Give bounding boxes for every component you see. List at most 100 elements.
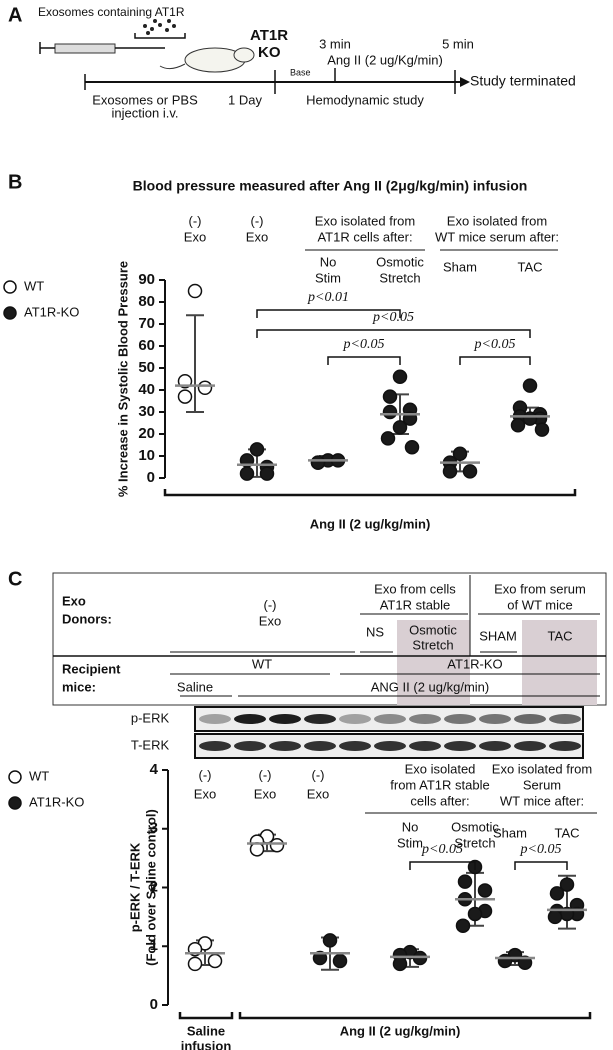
data-point	[510, 417, 526, 433]
bracket	[327, 356, 401, 365]
data-point	[392, 956, 408, 972]
data-point	[187, 283, 203, 299]
group-header: Exo isolated from	[492, 761, 592, 776]
blot-label: T-ERK	[131, 737, 170, 752]
group-header: Exo isolated from	[447, 213, 547, 228]
y-tick-label: 20	[138, 425, 155, 442]
band	[374, 741, 406, 751]
base-label: Base	[290, 67, 311, 77]
x-category-label: TAC	[517, 259, 542, 274]
x-category-label: (-)	[259, 767, 272, 782]
cell: NS	[366, 624, 384, 639]
data-point	[249, 842, 265, 857]
cell: Stretch	[412, 637, 453, 652]
legend-marker	[3, 306, 17, 320]
cell: Saline	[177, 679, 213, 694]
data-point	[442, 464, 458, 479]
x-category-label: Sham	[443, 259, 477, 274]
y-tick-label: 70	[138, 315, 155, 332]
legend-label: AT1R-KO	[24, 304, 79, 319]
cell: WT	[252, 656, 272, 671]
data-point	[522, 411, 538, 426]
x-category-label: Stim	[397, 835, 423, 850]
y-tick-label: 60	[138, 337, 155, 354]
panel-label: C	[8, 568, 22, 590]
legend-marker	[8, 770, 22, 784]
x-axis-label: Ang II (2 ug/kg/min)	[310, 516, 431, 531]
phase-label: 1 Day	[228, 92, 262, 107]
band	[304, 714, 336, 724]
y-tick-label: 0	[147, 469, 155, 486]
treatment-bracket	[163, 489, 577, 497]
time-label: 5 min	[442, 36, 474, 51]
treatment-bracket	[238, 1012, 592, 1020]
data-point	[197, 380, 213, 396]
group-header: Exo isolated from	[315, 213, 415, 228]
data-point	[239, 466, 255, 481]
data-point	[332, 953, 348, 969]
band	[339, 741, 371, 751]
legend-marker	[3, 280, 17, 294]
x-category-label: Exo	[184, 229, 206, 244]
band	[234, 714, 266, 724]
x-category-label: Stim	[315, 270, 341, 285]
band	[549, 714, 581, 724]
data-point	[452, 446, 468, 462]
data-point	[382, 404, 398, 420]
chart-title: Blood pressure measured after Ang II (2μ…	[133, 178, 528, 194]
data-point	[534, 422, 550, 437]
band	[514, 741, 546, 751]
band	[269, 714, 301, 724]
x-axis-label: Saline	[187, 1023, 225, 1038]
cell: SHAM	[479, 628, 517, 643]
group-header: cells after:	[410, 793, 469, 808]
data-point	[269, 837, 285, 853]
end-label: Study terminated	[470, 73, 576, 89]
x-category-label: Stretch	[454, 835, 495, 850]
annotation: p<0.05	[421, 842, 463, 857]
legend-label: WT	[29, 768, 49, 783]
annotation: p<0.05	[372, 310, 414, 325]
data-point	[462, 464, 478, 479]
x-category-label: Stretch	[379, 270, 420, 285]
phase-label: Hemodynamic study	[306, 92, 424, 107]
y-tick-label: 4	[150, 761, 159, 778]
mouse	[159, 47, 255, 73]
cell: ANG II (2 ug/kg/min)	[371, 679, 489, 694]
y-axis-label: p-ERK / T-ERK	[127, 842, 142, 932]
y-tick-label: 2	[150, 878, 158, 895]
legend-label: WT	[24, 278, 44, 293]
data-point	[517, 955, 533, 970]
x-category-label: (-)	[251, 213, 264, 228]
data-point	[522, 378, 538, 393]
band	[199, 714, 231, 724]
panel-label: B	[8, 171, 22, 193]
panel-label: A	[8, 4, 22, 26]
band	[199, 741, 231, 751]
y-tick-label: 80	[138, 293, 155, 310]
cell: Exo	[259, 613, 281, 628]
band	[444, 741, 476, 751]
shade	[522, 620, 597, 705]
data-point	[312, 950, 328, 966]
data-point	[467, 906, 483, 922]
row-label: mice:	[62, 679, 96, 694]
band	[479, 714, 511, 724]
time-label: 3 min	[319, 36, 351, 51]
row-label: Donors:	[62, 611, 112, 626]
group-header: from AT1R stable	[390, 777, 489, 792]
cell: Exo from serum	[494, 581, 586, 596]
x-category-label: No	[402, 819, 419, 834]
data-point	[382, 389, 398, 404]
data-point	[404, 439, 420, 455]
band	[234, 741, 266, 751]
cell: Exo from cells	[374, 581, 456, 596]
cell: Osmotic	[409, 622, 457, 637]
x-axis-label: Ang II (2 ug/kg/min)	[340, 1023, 461, 1038]
group-header: Exo isolated	[405, 761, 476, 776]
band	[549, 741, 581, 751]
cell: of WT mice	[507, 597, 573, 612]
y-tick-label: 90	[138, 271, 155, 288]
row-label: Recipient	[62, 661, 121, 676]
y-tick-label: 40	[138, 381, 155, 398]
